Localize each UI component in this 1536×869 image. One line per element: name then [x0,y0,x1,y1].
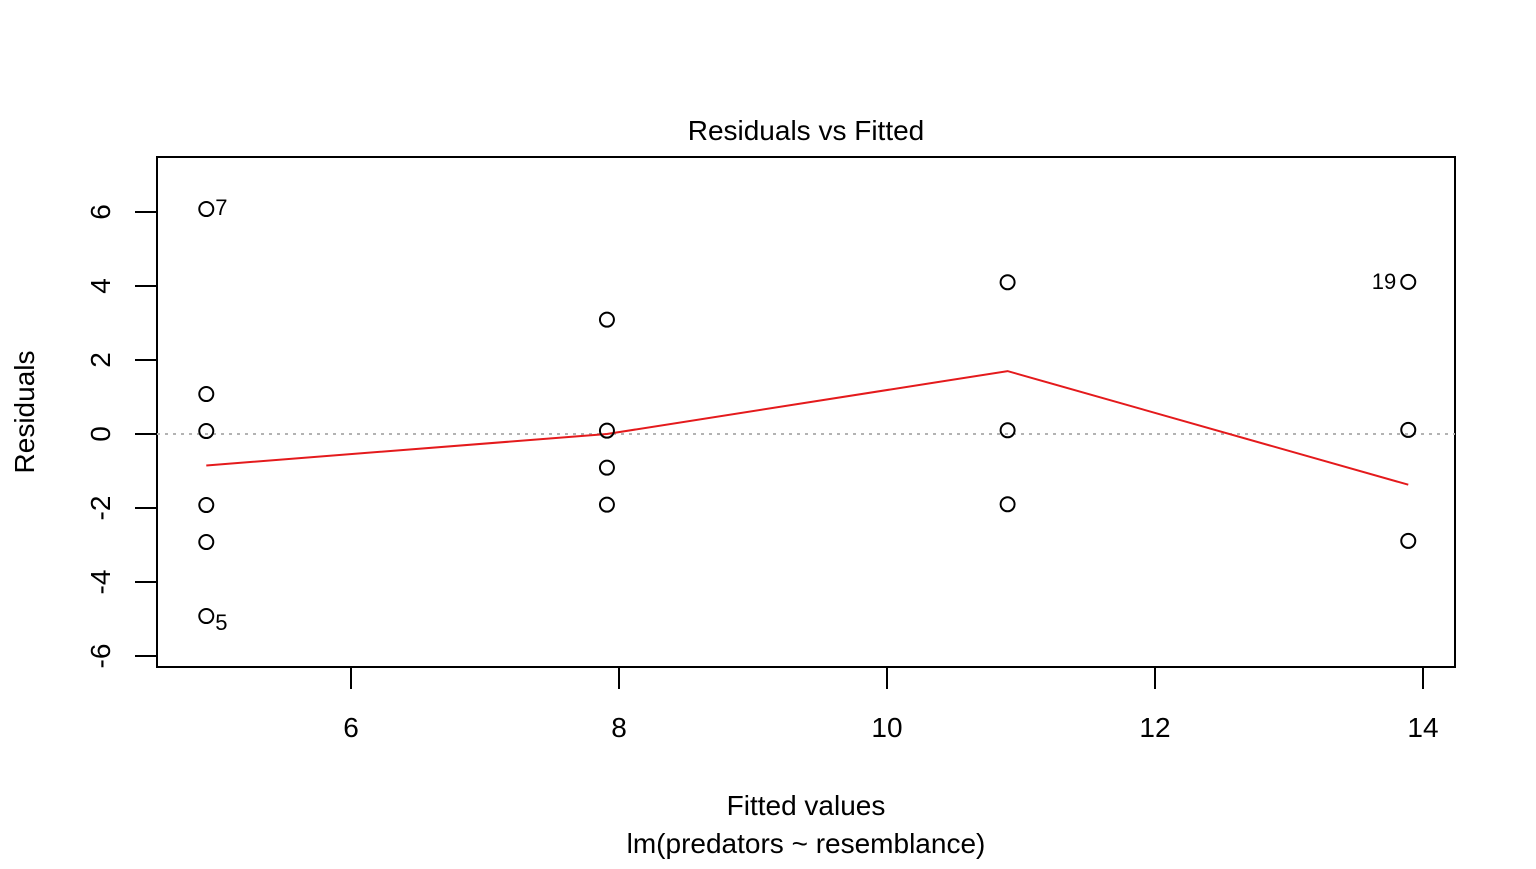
data-point [1400,273,1417,290]
x-tick-label: 6 [343,712,359,743]
x-tick-label: 8 [611,712,627,743]
y-tick-label: -6 [85,644,116,669]
data-point [1400,421,1417,438]
y-tick-label: -2 [85,496,116,521]
data-point [999,422,1016,439]
y-tick-label: 2 [85,352,116,368]
smoother-line [206,370,1409,486]
point-id-label: 19 [1372,269,1396,294]
y-tick-label: 6 [85,204,116,220]
x-tick-label: 10 [871,712,902,743]
data-point [598,459,615,476]
point-id-label: 5 [215,610,227,635]
data-point [999,496,1016,513]
x-tick-label: 12 [1139,712,1170,743]
data-point [198,608,215,625]
data-point [198,534,215,551]
y-axis-label: Residuals [9,351,40,474]
data-point [198,386,215,403]
y-axis: -6 -4 -2 0 2 4 6 [85,204,157,668]
points-layer: 7 5 19 [198,195,1417,635]
x-tick-label: 14 [1407,712,1438,743]
y-tick-label: -4 [85,570,116,595]
y-tick-label: 4 [85,278,116,294]
plot-frame [156,156,1456,668]
x-axis: 6 8 10 12 14 [343,667,1439,743]
data-point [1400,532,1417,549]
data-point [198,201,215,218]
data-point [598,422,615,439]
data-point [598,496,615,513]
data-point [598,311,615,328]
y-tick-label: 0 [85,426,116,442]
chart-subtitle: lm(predators ~ resemblance) [627,828,986,859]
data-point [198,423,215,440]
x-axis-label: Fitted values [727,790,886,821]
data-point [198,497,215,514]
data-point [999,274,1016,291]
point-id-label: 7 [215,195,227,220]
chart-title: Residuals vs Fitted [688,115,925,146]
